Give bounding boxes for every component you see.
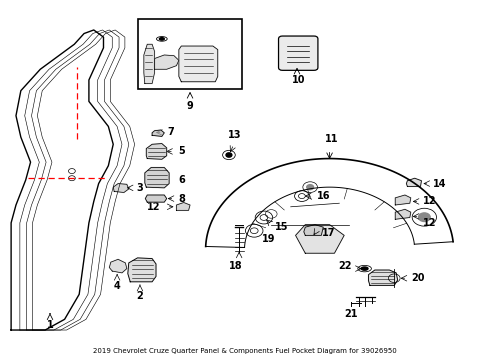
Polygon shape [146, 144, 166, 159]
Polygon shape [176, 203, 190, 210]
Polygon shape [109, 259, 126, 273]
Text: 1: 1 [46, 320, 53, 330]
Text: 8: 8 [178, 194, 185, 203]
Polygon shape [394, 209, 410, 219]
Text: 20: 20 [410, 273, 424, 283]
Text: 21: 21 [344, 309, 358, 319]
FancyBboxPatch shape [278, 36, 317, 70]
Polygon shape [144, 167, 169, 188]
Text: 10: 10 [292, 75, 305, 85]
Circle shape [306, 185, 313, 190]
Text: 6: 6 [179, 175, 185, 185]
Text: 2: 2 [136, 292, 143, 301]
Text: 14: 14 [432, 179, 446, 189]
Circle shape [418, 213, 429, 221]
Text: 9: 9 [186, 101, 193, 111]
Polygon shape [406, 178, 421, 186]
Polygon shape [154, 55, 179, 69]
Circle shape [225, 153, 231, 157]
Text: 18: 18 [228, 261, 242, 271]
Text: 15: 15 [274, 222, 287, 232]
Ellipse shape [159, 38, 164, 40]
Polygon shape [303, 225, 323, 235]
Text: 7: 7 [167, 127, 174, 138]
Text: 4: 4 [114, 281, 120, 291]
Polygon shape [179, 46, 217, 82]
Text: 13: 13 [227, 130, 241, 140]
Text: 16: 16 [316, 191, 329, 201]
Text: 2019 Chevrolet Cruze Quarter Panel & Components Fuel Pocket Diagram for 39026950: 2019 Chevrolet Cruze Quarter Panel & Com… [92, 348, 396, 354]
Text: 12: 12 [423, 197, 436, 206]
Text: 17: 17 [322, 228, 335, 238]
Ellipse shape [361, 267, 367, 270]
Bar [137, 19, 242, 89]
Text: 3: 3 [136, 183, 143, 193]
Text: 5: 5 [178, 147, 184, 157]
Polygon shape [394, 195, 410, 205]
Text: 12: 12 [423, 218, 436, 228]
Polygon shape [127, 258, 156, 282]
Polygon shape [145, 195, 166, 202]
Text: 19: 19 [261, 234, 274, 244]
Text: 11: 11 [325, 134, 338, 144]
Polygon shape [368, 270, 397, 285]
Text: 12: 12 [147, 202, 161, 212]
Polygon shape [113, 184, 128, 193]
Polygon shape [143, 44, 154, 84]
Text: 22: 22 [337, 261, 351, 271]
Polygon shape [295, 225, 344, 253]
Polygon shape [152, 130, 164, 136]
